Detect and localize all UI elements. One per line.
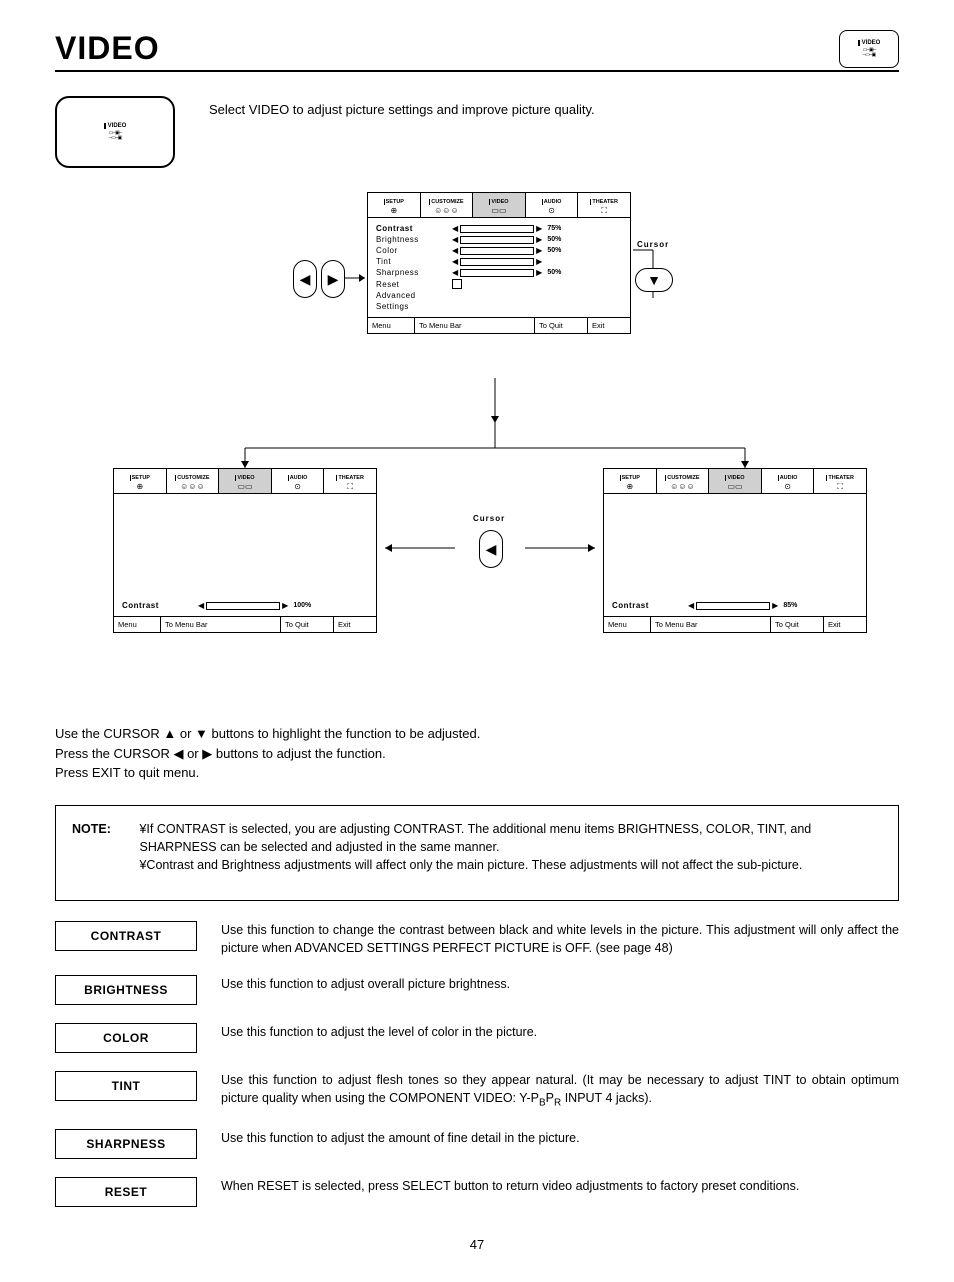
diagram-area: ◀ ▶ SETUP⊕CUSTOMIZE☺☺☺VIDEO▭▭AUDIO⊙THEAT… <box>55 178 899 718</box>
video-icon-box: VIDEO ▭─▣──▭─▣ <box>55 96 175 168</box>
definition-row: SHARPNESS Use this function to adjust the… <box>55 1129 899 1159</box>
osd-tab-setup: SETUP⊕ <box>604 469 657 493</box>
cursor-label-2: Cursor <box>473 514 505 523</box>
definition-row: BRIGHTNESS Use this function to adjust ov… <box>55 975 899 1005</box>
menu-row: Color◀▶50% <box>376 246 622 255</box>
osd-tab-video: VIDEO▭▭ <box>219 469 272 493</box>
page-number: 47 <box>55 1237 899 1252</box>
cursor-down-icon: ▼ <box>635 268 673 292</box>
def-text: Use this function to adjust the amount o… <box>221 1129 580 1147</box>
menu-row: Advanced <box>376 291 622 300</box>
cursor-label: Cursor <box>637 240 669 249</box>
def-label: TINT <box>55 1071 197 1101</box>
cursor-lr-icons: ◀ ▶ <box>293 260 345 298</box>
definitions: CONTRAST Use this function to change the … <box>55 921 899 1207</box>
menu-row: Settings <box>376 302 622 311</box>
menu-row: Tint◀▶ <box>376 257 622 266</box>
menu-row: Brightness◀▶50% <box>376 235 622 244</box>
def-text: Use this function to adjust the level of… <box>221 1023 537 1041</box>
definition-row: COLOR Use this function to adjust the lev… <box>55 1023 899 1053</box>
osd-tab-audio: AUDIO⊙ <box>762 469 815 493</box>
note-box: NOTE: ¥If CONTRAST is selected, you are … <box>55 805 899 901</box>
video-icon-small: VIDEO ▭─▣──▭─▣ <box>839 30 899 68</box>
def-label: CONTRAST <box>55 921 197 951</box>
osd-tab-video: VIDEO▭▭ <box>473 193 526 217</box>
osd-bottom-left: SETUP⊕CUSTOMIZE☺☺☺VIDEO▭▭AUDIO⊙THEATER⛶ … <box>113 468 377 633</box>
definition-row: TINT Use this function to adjust flesh to… <box>55 1071 899 1111</box>
menu-row: Sharpness◀▶50% <box>376 268 622 277</box>
osd-tab-customize: CUSTOMIZE☺☺☺ <box>167 469 220 493</box>
definition-row: CONTRAST Use this function to change the … <box>55 921 899 957</box>
osd-tab-theater: THEATER⛶ <box>814 469 866 493</box>
cursor-left-icon: ◀ <box>479 530 503 568</box>
def-label: SHARPNESS <box>55 1129 197 1159</box>
page-title: VIDEO <box>55 30 160 67</box>
osd-tab-video: VIDEO▭▭ <box>709 469 762 493</box>
osd-tab-customize: CUSTOMIZE☺☺☺ <box>657 469 710 493</box>
osd-tab-theater: THEATER⛶ <box>324 469 376 493</box>
def-text: Use this function to adjust flesh tones … <box>221 1071 899 1111</box>
osd-tab-customize: CUSTOMIZE☺☺☺ <box>421 193 474 217</box>
intro-text: Select VIDEO to adjust picture settings … <box>209 102 595 117</box>
def-label: BRIGHTNESS <box>55 975 197 1005</box>
def-text: Use this function to adjust overall pict… <box>221 975 510 993</box>
def-text: When RESET is selected, press SELECT but… <box>221 1177 799 1195</box>
osd-main: SETUP⊕CUSTOMIZE☺☺☺VIDEO▭▭AUDIO⊙THEATER⛶ … <box>367 192 631 334</box>
osd-tab-setup: SETUP⊕ <box>368 193 421 217</box>
def-label: COLOR <box>55 1023 197 1053</box>
osd-tab-audio: AUDIO⊙ <box>272 469 325 493</box>
def-text: Use this function to change the contrast… <box>221 921 899 957</box>
menu-row: Reset <box>376 279 622 289</box>
osd-bottom-right: SETUP⊕CUSTOMIZE☺☺☺VIDEO▭▭AUDIO⊙THEATER⛶ … <box>603 468 867 633</box>
osd-tab-theater: THEATER⛶ <box>578 193 630 217</box>
def-label: RESET <box>55 1177 197 1207</box>
osd-tab-audio: AUDIO⊙ <box>526 193 579 217</box>
definition-row: RESET When RESET is selected, press SELEC… <box>55 1177 899 1207</box>
osd-tab-setup: SETUP⊕ <box>114 469 167 493</box>
instructions: Use the CURSOR ▲ or ▼ buttons to highlig… <box>55 724 899 783</box>
menu-row: Contrast◀▶75% <box>376 224 622 233</box>
